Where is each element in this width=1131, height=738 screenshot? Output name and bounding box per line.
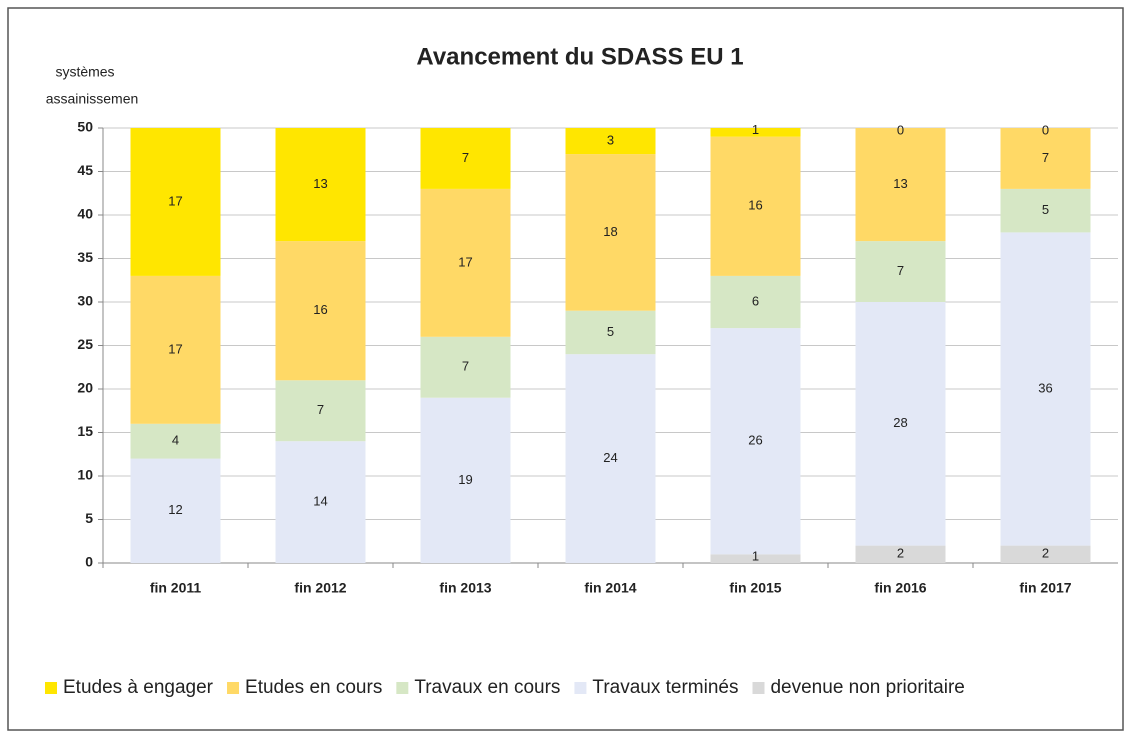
x-tick-label: fin 2015 [729, 580, 781, 596]
y-tick-label: 50 [77, 119, 93, 135]
y-tick-label: 35 [77, 249, 93, 265]
data-label: 17 [168, 193, 182, 208]
y-tick-label: 25 [77, 336, 93, 352]
bar-segment [710, 128, 801, 137]
bar-segment [710, 136, 801, 276]
bars [130, 128, 1091, 563]
bar-segment [130, 458, 221, 563]
bar-segment [420, 336, 511, 398]
bar-segment [420, 397, 511, 563]
bar-segment [130, 423, 221, 459]
bar-segment [420, 128, 511, 189]
bar-segment [1000, 188, 1091, 233]
data-label: 28 [893, 415, 907, 430]
data-label: 16 [313, 302, 327, 317]
data-label: 0 [1042, 122, 1049, 137]
y-tick-label: 45 [77, 162, 93, 178]
data-label: 1 [752, 548, 759, 563]
legend-label: Travaux en cours [414, 677, 560, 698]
data-label: 26 [748, 433, 762, 448]
y-tick-label: 5 [85, 510, 93, 526]
legend-label: Travaux terminés [592, 677, 738, 698]
legend-swatch [752, 682, 765, 694]
data-label: 7 [462, 359, 469, 374]
x-tick-label: fin 2017 [1019, 580, 1071, 596]
data-label: 14 [313, 494, 327, 509]
chart-title: Avancement du SDASS EU 1 [416, 43, 743, 70]
data-label: 5 [1042, 202, 1049, 217]
data-label: 1 [752, 122, 759, 137]
bar-segment [565, 128, 656, 155]
data-label: 5 [607, 324, 614, 339]
data-label: 18 [603, 224, 617, 239]
data-label: 17 [458, 254, 472, 269]
bar-segment [565, 310, 656, 355]
bar-segment [130, 275, 221, 424]
bar-segment [1000, 545, 1091, 563]
data-label: 19 [458, 472, 472, 487]
legend-swatch [45, 682, 57, 694]
bar-segment [275, 441, 366, 563]
data-label: 3 [607, 132, 614, 147]
data-label: 2 [897, 546, 904, 561]
data-label: 2 [1042, 546, 1049, 561]
bar-segment [275, 241, 366, 381]
data-label: 36 [1038, 380, 1052, 395]
data-label: 6 [752, 293, 759, 308]
data-label: 24 [603, 450, 617, 465]
bar-segment [710, 275, 801, 329]
y-tick-label: 15 [77, 423, 93, 439]
data-label: 4 [172, 433, 179, 448]
y-tick-label: 20 [77, 380, 93, 396]
legend-label: Etudes à engager [63, 677, 214, 698]
bar-segment [420, 188, 511, 337]
y-tick-label: 30 [77, 293, 93, 309]
legend-swatch [396, 682, 409, 694]
x-tick-label: fin 2016 [874, 580, 926, 596]
bar-segment [565, 154, 656, 311]
bar-segment [855, 128, 946, 242]
data-label: 17 [168, 341, 182, 356]
data-label: 7 [1042, 150, 1049, 165]
bar-segment [130, 128, 221, 276]
data-label: 0 [897, 122, 904, 137]
legend-label: Etudes en cours [245, 677, 382, 698]
y-tick-label: 0 [85, 554, 93, 570]
legend-label: devenue non prioritaire [770, 677, 964, 698]
bar-segment [565, 354, 656, 563]
x-tick-label: fin 2014 [584, 580, 636, 596]
data-label: 13 [313, 176, 327, 191]
data-label: 12 [168, 502, 182, 517]
bar-segment [1000, 232, 1091, 546]
bar-segment [275, 128, 366, 242]
legend-swatch [227, 682, 240, 694]
data-label: 7 [897, 263, 904, 278]
y-tick-label: 40 [77, 206, 93, 222]
y-axis-label: systèmes [55, 64, 114, 80]
data-label: 7 [317, 402, 324, 417]
x-tick-label: fin 2012 [294, 580, 346, 596]
data-label: 7 [462, 150, 469, 165]
y-tick-label: 10 [77, 467, 93, 483]
bar-segment [855, 302, 946, 546]
bar-segment [1000, 128, 1091, 189]
legend: Etudes à engager Etudes en cours Travaux e… [45, 677, 965, 698]
legend-swatch [574, 682, 587, 694]
bar-segment [710, 328, 801, 555]
bar-segment [855, 241, 946, 302]
bar-segment [710, 554, 801, 563]
data-label: 16 [748, 198, 762, 213]
x-tick-label: fin 2013 [439, 580, 491, 596]
bar-segment [855, 545, 946, 563]
x-tick-label: fin 2011 [150, 580, 202, 596]
data-label: 13 [893, 176, 907, 191]
bar-segment [275, 380, 366, 442]
y-axis-label: assainissemen [46, 91, 139, 107]
